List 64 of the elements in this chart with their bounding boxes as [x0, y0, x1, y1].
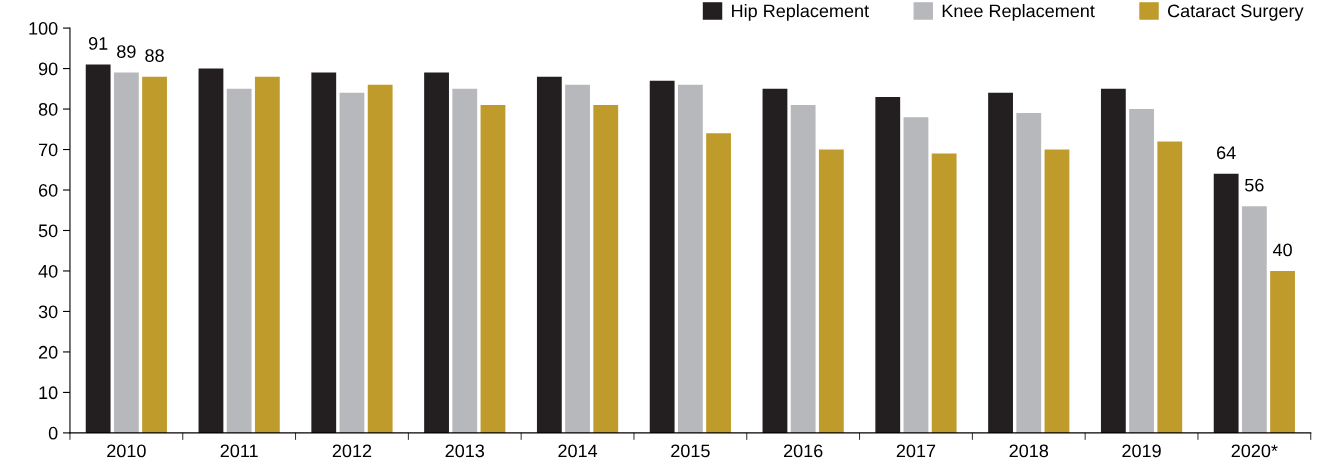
data-label: 40	[1272, 243, 1292, 257]
legend-label: Knee Replacement	[942, 4, 1095, 21]
bar	[424, 72, 449, 433]
bar	[818, 149, 844, 433]
y-tick-label: 30	[38, 305, 58, 319]
y-tick-label: 20	[38, 345, 58, 359]
x-tick-label: 2015	[671, 444, 710, 458]
legend-label: Cataract Surgery	[1167, 4, 1304, 21]
data-label: 89	[117, 45, 136, 58]
y-tick-label: 40	[38, 264, 58, 278]
bar	[85, 64, 111, 433]
y-tick-label: 90	[38, 62, 58, 76]
bar	[1129, 109, 1154, 433]
x-tick-label: 2013	[445, 444, 485, 458]
bar	[931, 153, 957, 433]
y-tick-label: 80	[38, 102, 58, 116]
bar	[1044, 149, 1070, 433]
y-tick-label: 0	[48, 426, 58, 440]
bar	[649, 80, 675, 433]
data-label: 56	[1245, 178, 1264, 192]
legend-label: Hip Replacement	[732, 4, 869, 21]
bar	[452, 88, 478, 433]
data-label: 91	[88, 37, 108, 50]
x-tick-label: 2010	[107, 444, 146, 458]
bar	[142, 76, 167, 433]
bar	[198, 68, 224, 433]
y-tick-label: 100	[29, 22, 58, 35]
x-tick-label: 2019	[1122, 444, 1161, 458]
bar	[1241, 206, 1267, 433]
bar	[1100, 88, 1126, 433]
x-tick-label: 2014	[558, 444, 598, 458]
data-label: 64	[1217, 146, 1236, 160]
x-tick-label: 2017	[896, 444, 936, 458]
bar	[1270, 270, 1295, 433]
bar	[677, 84, 703, 433]
bar	[875, 96, 901, 433]
y-tick-label: 70	[39, 143, 58, 157]
bar	[113, 72, 139, 433]
bar	[480, 105, 506, 433]
bar	[1213, 173, 1239, 433]
bar	[790, 105, 816, 433]
bar	[367, 84, 393, 433]
bar	[311, 72, 337, 433]
bar	[1016, 113, 1042, 433]
data-label: 88	[145, 49, 164, 62]
bar	[339, 92, 365, 433]
bar	[593, 105, 619, 433]
x-tick-label: 2016	[783, 444, 823, 458]
y-tick-label: 60	[38, 183, 58, 197]
bar	[706, 133, 731, 433]
bar	[226, 88, 252, 433]
bar	[536, 76, 562, 433]
bar	[988, 92, 1013, 433]
y-tick-label: 50	[38, 224, 58, 238]
x-tick-label: 2020*	[1231, 444, 1278, 458]
x-tick-label: 2012	[332, 444, 372, 458]
bar	[762, 88, 788, 433]
y-tick-label: 10	[39, 386, 58, 400]
x-tick-label: 2018	[1009, 444, 1049, 458]
bar	[565, 84, 590, 433]
bar	[903, 117, 929, 433]
bar	[1157, 141, 1183, 433]
bar	[254, 76, 280, 433]
x-tick-label: 2011	[220, 444, 258, 458]
